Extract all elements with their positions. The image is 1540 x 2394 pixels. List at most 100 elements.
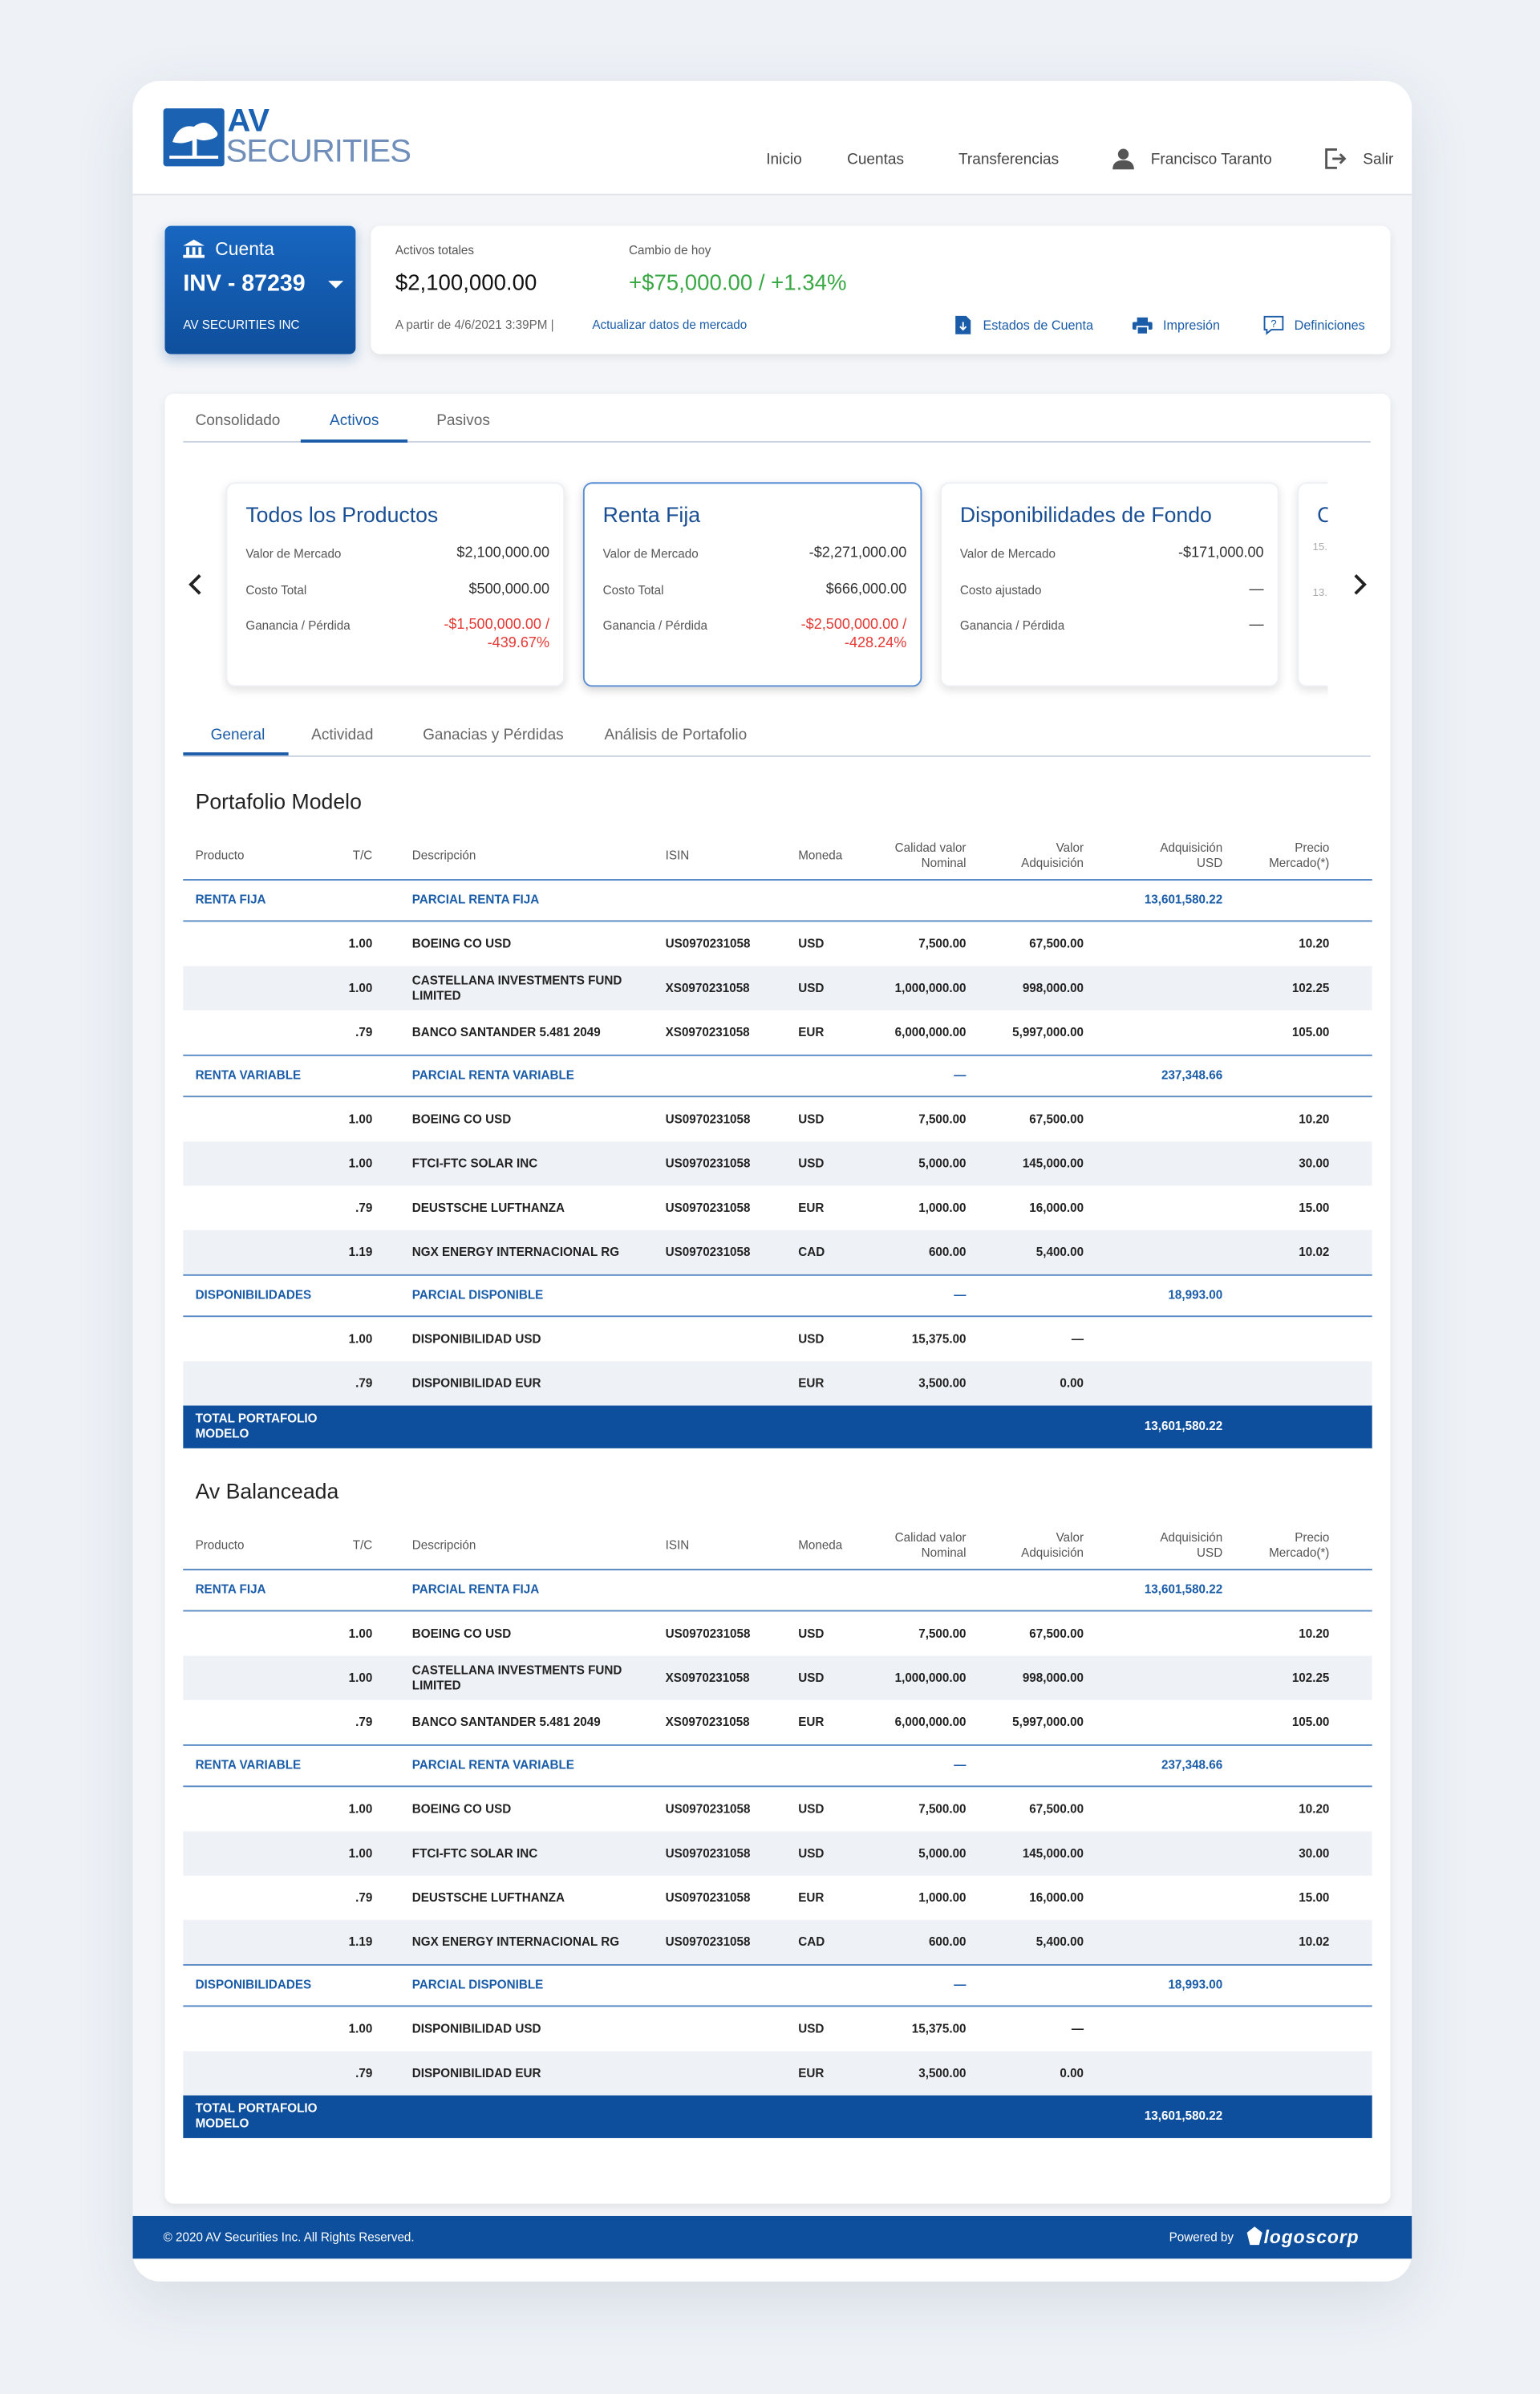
table-cell: 1.00 xyxy=(348,980,373,995)
table-cell: 1.00 xyxy=(348,1156,373,1170)
logo-mark xyxy=(163,108,225,167)
card-label: Valor de Mercado xyxy=(602,547,699,561)
table-cell: 5,400.00 xyxy=(1035,1245,1084,1259)
card-title: Todos los Productos xyxy=(245,502,439,527)
table-cell: USD xyxy=(798,1156,825,1170)
table-cell: PARCIAL DISPONIBLE xyxy=(411,1978,544,1992)
nav-link[interactable]: Cuentas xyxy=(847,152,904,169)
product-card[interactable]: Renta Fija Valor de Mercado -$2,271,000.00… xyxy=(582,482,922,687)
tab[interactable]: Activos xyxy=(330,412,379,430)
card-value: -$2,500,000.00 / -428.24% xyxy=(800,616,907,652)
table-cell: PARCIAL RENTA VARIABLE xyxy=(411,1068,574,1083)
table-cell: CAD xyxy=(798,1934,825,1949)
table-cell: 6,000,000.00 xyxy=(894,1025,967,1039)
help-icon: ? xyxy=(1263,315,1284,335)
table-cell: EUR xyxy=(798,1890,825,1905)
table-cell: XS0970231058 xyxy=(665,1671,750,1685)
column-header: Valor Adquisición xyxy=(1021,1531,1084,1560)
table-cell: XS0970231058 xyxy=(665,1715,750,1729)
subtab[interactable]: Ganacias y Pérdidas xyxy=(423,727,564,744)
subtab[interactable]: General xyxy=(210,727,265,744)
table-cell: RENTA VARIABLE xyxy=(195,1068,302,1083)
table-cell: 7,500.00 xyxy=(918,936,967,950)
table-cell: 10.20 xyxy=(1299,1626,1330,1641)
table-cell: 1.00 xyxy=(348,1845,373,1861)
card-value: -$1,500,000.00 / -439.67% xyxy=(444,616,550,652)
tab[interactable]: Pasivos xyxy=(436,412,490,430)
table-cell: DISPONIBILIDAD USD xyxy=(411,2021,541,2036)
column-header: Adquisición USD xyxy=(1160,841,1223,870)
table-cell: BOEING CO USD xyxy=(411,1626,512,1641)
table-cell: 67,500.00 xyxy=(1029,1801,1084,1816)
total-row xyxy=(183,2095,1372,2138)
nav-link[interactable]: Transferencias xyxy=(958,152,1060,169)
table-cell: 7,500.00 xyxy=(918,1626,967,1641)
table-cell: 600.00 xyxy=(928,1245,967,1259)
table-cell: — xyxy=(954,1288,967,1302)
table-cell: — xyxy=(1071,1331,1084,1346)
logout[interactable]: Salir xyxy=(1363,152,1394,169)
column-header: ISIN xyxy=(665,849,690,863)
action[interactable]: Estados de Cuenta xyxy=(983,317,1094,333)
subtab[interactable]: Actividad xyxy=(311,727,374,744)
table-cell: — xyxy=(1071,2021,1084,2036)
table-cell: 237,348.66 xyxy=(1161,1758,1223,1772)
card-label: Costo Total xyxy=(602,582,664,597)
table-cell: US0970231058 xyxy=(665,1845,751,1861)
top-bar xyxy=(132,80,1412,196)
table-cell: 102.25 xyxy=(1291,1671,1330,1685)
card-value: -$171,000.00 xyxy=(1178,545,1264,562)
tab-underline xyxy=(300,440,408,443)
logo-top: AV xyxy=(227,103,270,140)
card-label: 15.6 xyxy=(1312,542,1327,553)
card-title: Renta Fija xyxy=(602,502,701,527)
nav-link[interactable]: Inicio xyxy=(766,152,802,169)
brand: logoscorp xyxy=(1263,2226,1360,2248)
bank-icon xyxy=(183,239,205,258)
column-header: Moneda xyxy=(798,1538,843,1553)
print-icon xyxy=(1132,317,1153,335)
table-cell: US0970231058 xyxy=(665,1245,751,1259)
group-row xyxy=(183,1744,1372,1788)
prev-arrow[interactable] xyxy=(188,573,203,595)
table-cell: 6,000,000.00 xyxy=(894,1715,967,1729)
table-title: Portafolio Modelo xyxy=(195,788,362,814)
table-cell: USD xyxy=(798,980,825,995)
table-cell: USD xyxy=(798,1331,825,1346)
table-cell: US0970231058 xyxy=(665,1801,751,1816)
product-card[interactable]: Disponibilidades de Fondo Valor de Mercad… xyxy=(940,482,1279,687)
table-cell: BOEING CO USD xyxy=(411,936,512,950)
next-arrow[interactable] xyxy=(1352,573,1368,595)
table-cell: 16,000.00 xyxy=(1029,1890,1084,1905)
tab[interactable]: Consolidado xyxy=(195,412,281,430)
product-card[interactable]: Todos los Productos Valor de Mercado $2,10… xyxy=(225,482,565,687)
account-label: Cuenta xyxy=(215,237,274,260)
table-cell: 10.20 xyxy=(1299,936,1330,950)
subtab[interactable]: Análisis de Portafolio xyxy=(604,727,748,744)
table-cell: DEUSTSCHE LUFTHANZA xyxy=(411,1200,565,1215)
refresh-link[interactable]: Actualizar datos de mercado xyxy=(592,318,748,332)
card-value: — xyxy=(1249,616,1264,634)
table-cell: 5,000.00 xyxy=(918,1156,967,1170)
table-cell: USD xyxy=(798,1845,825,1861)
account-box[interactable] xyxy=(164,225,356,354)
user-name[interactable]: Francisco Taranto xyxy=(1150,152,1272,169)
table-cell: TOTAL PORTAFOLIO MODELO xyxy=(195,1412,318,1441)
table-cell: DEUSTSCHE LUFTHANZA xyxy=(411,1890,565,1905)
column-header: ISIN xyxy=(665,1538,690,1553)
product-card[interactable]: Ca 15.6 13.4 xyxy=(1297,482,1328,687)
table-cell: 1,000.00 xyxy=(918,1890,967,1905)
main-card xyxy=(164,393,1391,2204)
table-cell: 5,000.00 xyxy=(918,1845,967,1861)
footer xyxy=(132,2215,1412,2259)
action[interactable]: Definiciones xyxy=(1294,317,1365,333)
dropdown-caret[interactable] xyxy=(328,281,344,290)
table-cell: 30.00 xyxy=(1299,1845,1330,1861)
table-cell: EUR xyxy=(798,1025,825,1039)
action[interactable]: Impresión xyxy=(1162,317,1221,333)
column-header: Producto xyxy=(195,849,245,863)
table-cell: 5,997,000.00 xyxy=(1012,1715,1084,1729)
table-cell: EUR xyxy=(798,1715,825,1729)
table-cell: DISPONIBILIDADES xyxy=(195,1288,312,1302)
table-cell: 67,500.00 xyxy=(1029,1112,1084,1126)
